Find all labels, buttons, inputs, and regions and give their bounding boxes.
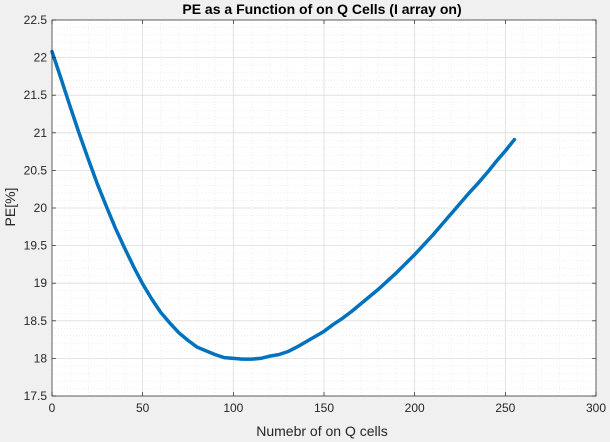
y-tick-label: 21.5: [24, 88, 48, 102]
series-line: [50, 49, 517, 361]
x-axis-label: Numebr of on Q cells: [256, 423, 388, 439]
x-tick-label: 300: [586, 401, 606, 415]
y-tick-label: 18: [34, 351, 48, 365]
x-tick-label: 150: [314, 401, 334, 415]
y-tick-label: 20: [34, 201, 48, 215]
y-tick-label: 22.5: [24, 13, 48, 27]
x-tick-label: 250: [495, 401, 515, 415]
y-axis-label: PE[%]: [2, 188, 18, 227]
y-tick-label: 21: [34, 126, 48, 140]
x-tick-label: 50: [136, 401, 150, 415]
series-layer: [50, 49, 517, 361]
x-tick-label: 0: [49, 401, 56, 415]
chart-title: PE as a Function of on Q Cells (I array …: [182, 1, 461, 17]
y-tick-label: 18.5: [24, 314, 48, 328]
y-tick-label: 17.5: [24, 389, 48, 403]
x-tick-label: 100: [223, 401, 243, 415]
x-tick-label: 200: [405, 401, 425, 415]
y-tick-label: 22: [34, 51, 48, 65]
y-axis-ticks: 17.5 18 18.5 19 19.5 20 20.5 21 21.5 22 22.5: [24, 13, 596, 403]
y-tick-label: 20.5: [24, 163, 48, 177]
y-tick-label: 19.5: [24, 239, 48, 253]
x-axis-ticks: 0 50 100 150 200 250 300: [49, 20, 606, 415]
y-tick-label: 19: [34, 276, 48, 290]
